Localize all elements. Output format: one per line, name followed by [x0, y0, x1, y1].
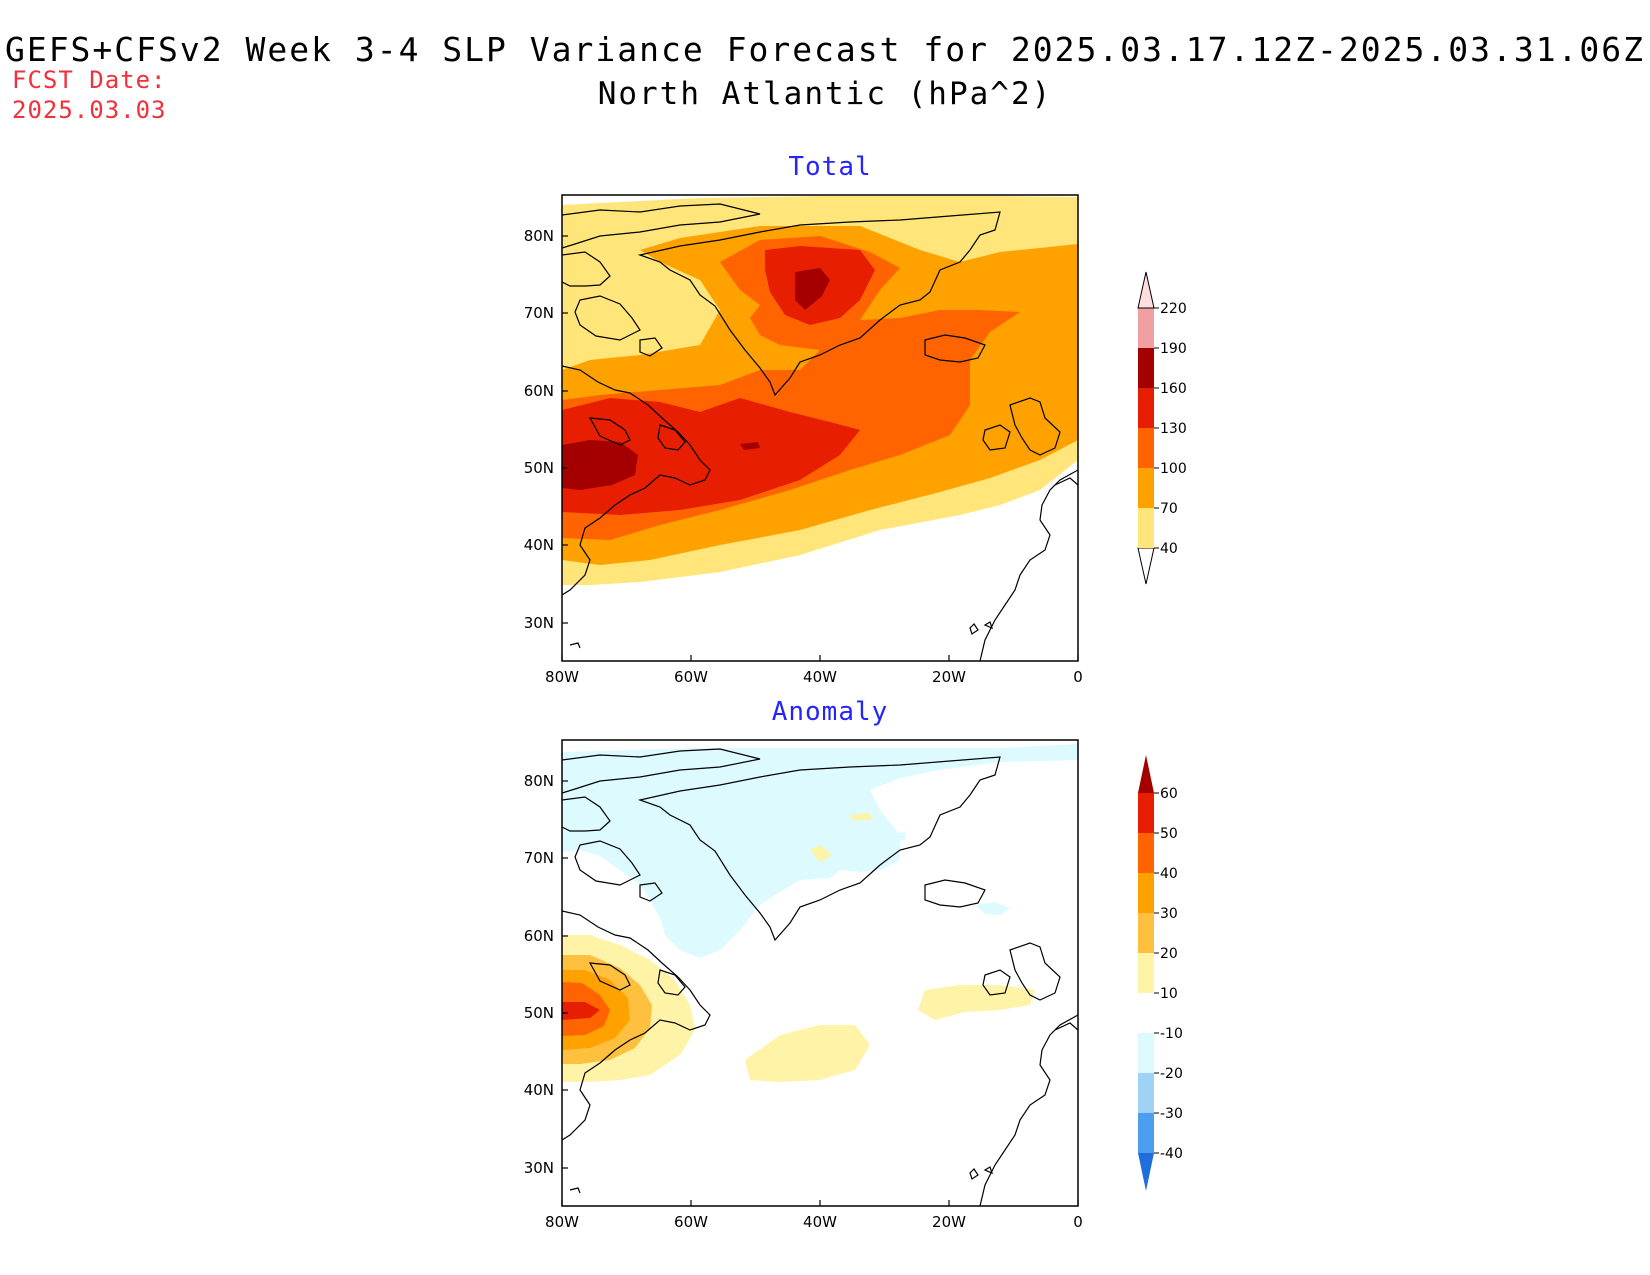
- anomaly-colorbar-segment: [1138, 873, 1154, 913]
- anomaly-colorbar-segment: [1138, 1073, 1154, 1113]
- anomaly-colorbar-label: 10: [1160, 986, 1178, 1002]
- total-colorbar-label: 160: [1160, 381, 1187, 397]
- anomaly-lon-label: 80W: [545, 1213, 579, 1231]
- total-lat-label: 30N: [524, 614, 554, 632]
- total-colorbar-segment: [1138, 308, 1154, 348]
- anomaly-panel-title: Anomaly: [771, 697, 889, 727]
- anomaly-colorbar-label: 40: [1160, 866, 1178, 882]
- total-lon-label: 20W: [932, 668, 966, 686]
- anomaly-colorbar-segment: [1138, 953, 1154, 993]
- anomaly-colorbar-segment: [1138, 1033, 1154, 1073]
- anomaly-lon-label: 0: [1073, 1213, 1083, 1231]
- total-colorbar-label: 100: [1160, 461, 1187, 477]
- total-lat-label: 50N: [524, 459, 554, 477]
- total-lat-label: 40N: [524, 536, 554, 554]
- anomaly-colorbar-segment: [1138, 913, 1154, 953]
- fcst-date-value: 2025.03.03: [12, 96, 167, 124]
- chart-subtitle: North Atlantic (hPa^2): [597, 76, 1053, 112]
- anomaly-lon-label: 20W: [932, 1213, 966, 1231]
- total-panel-title: Total: [788, 152, 872, 182]
- anomaly-colorbar-label: 20: [1160, 946, 1178, 962]
- anomaly-colorbar-label: 30: [1160, 906, 1178, 922]
- anomaly-colorbar-label: 50: [1160, 826, 1178, 842]
- anomaly-colorbar-label: -10: [1160, 1026, 1183, 1042]
- total-colorbar-label: 220: [1160, 301, 1187, 317]
- chart-title: GEFS+CFSv2 Week 3-4 SLP Variance Forecas…: [4, 30, 1646, 69]
- anomaly-colorbar-label: -40: [1160, 1146, 1183, 1162]
- anomaly-lat-label: 30N: [524, 1159, 554, 1177]
- total-colorbar-label: 130: [1160, 421, 1187, 437]
- total-lon-label: 80W: [545, 668, 579, 686]
- anomaly-colorbar-segment: [1138, 1113, 1154, 1153]
- anomaly-colorbar-label: -20: [1160, 1066, 1183, 1082]
- total-colorbar-label: 40: [1160, 541, 1178, 557]
- anomaly-lat-label: 60N: [524, 927, 554, 945]
- anomaly-colorbar-low-extension: [1138, 1153, 1154, 1191]
- total-colorbar-segment: [1138, 468, 1154, 508]
- total-colorbar: 40 70 100 130 160 190 220: [1137, 271, 1187, 585]
- anomaly-lon-label: 60W: [674, 1213, 708, 1231]
- total-colorbar-segment: [1138, 388, 1154, 428]
- anomaly-colorbar: 60 50 40 30 20 10 -10 -20 -30 -40: [1138, 755, 1183, 1191]
- anomaly-lat-label: 50N: [524, 1004, 554, 1022]
- total-lat-label: 60N: [524, 382, 554, 400]
- anomaly-lat-label: 80N: [524, 772, 554, 790]
- anomaly-lat-label: 70N: [524, 849, 554, 867]
- anomaly-coastlines: [562, 748, 1078, 1206]
- anomaly-lat-label: 40N: [524, 1081, 554, 1099]
- total-lon-label: 60W: [674, 668, 708, 686]
- total-colorbar-segment: [1138, 508, 1154, 548]
- anomaly-colorbar-segment: [1138, 833, 1154, 873]
- total-colorbar-low-extension: [1137, 547, 1155, 585]
- total-lat-label: 70N: [524, 304, 554, 322]
- total-lat-label: 80N: [524, 227, 554, 245]
- total-colorbar-segment: [1138, 348, 1154, 388]
- anomaly-colorbar-label: -30: [1160, 1106, 1183, 1122]
- total-lon-label: 40W: [803, 668, 837, 686]
- total-colorbar-segment: [1138, 428, 1154, 468]
- anomaly-colorbar-label: 60: [1160, 786, 1178, 802]
- fcst-date-label: FCST Date:: [12, 66, 167, 94]
- anomaly-variance-field: [562, 744, 1078, 1082]
- total-lon-label: 0: [1073, 668, 1083, 686]
- anomaly-colorbar-segment: [1138, 793, 1154, 833]
- total-colorbar-label: 70: [1160, 501, 1178, 517]
- total-colorbar-label: 190: [1160, 341, 1187, 357]
- anomaly-colorbar-segment: [1138, 993, 1154, 1033]
- anomaly-lon-label: 40W: [803, 1213, 837, 1231]
- total-variance-field: [562, 196, 1078, 585]
- total-coastlines: [562, 203, 1078, 661]
- total-colorbar-high-extension: [1137, 271, 1155, 309]
- anomaly-colorbar-high-extension: [1138, 755, 1154, 793]
